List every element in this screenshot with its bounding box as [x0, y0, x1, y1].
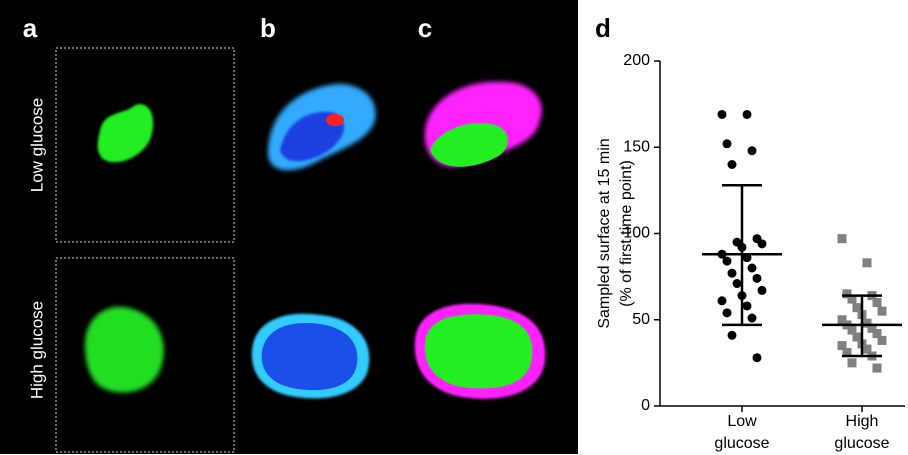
cell — [85, 306, 164, 393]
y-tick-label: 150 — [623, 138, 650, 155]
data-point — [727, 160, 737, 169]
panel-label: c — [418, 13, 432, 43]
y-tick-label: 200 — [623, 52, 650, 69]
data-point — [847, 358, 857, 368]
data-point — [837, 315, 847, 325]
data-point — [722, 139, 732, 149]
data-point — [862, 344, 872, 354]
data-point — [852, 332, 862, 342]
y-tick-label: 100 — [623, 225, 650, 242]
data-point — [727, 330, 737, 340]
y-tick-label: 50 — [632, 311, 650, 328]
x-tick-label: Low glucose — [714, 413, 770, 452]
cell — [430, 122, 508, 167]
frame — [55, 257, 235, 453]
data-point — [722, 256, 732, 266]
panel-label: d — [595, 13, 611, 43]
data-point — [742, 301, 752, 311]
data-point — [757, 239, 767, 249]
data-point — [852, 303, 862, 313]
data-point — [862, 258, 872, 268]
row-label: High glucose — [27, 301, 46, 399]
data-point — [877, 335, 887, 345]
data-point — [757, 285, 767, 295]
data-point — [842, 348, 852, 358]
data-point — [877, 306, 887, 316]
data-point — [867, 323, 877, 333]
data-point — [717, 109, 727, 119]
x-tick-label: High glucose — [834, 413, 890, 452]
data-point — [872, 298, 882, 307]
data-point — [872, 363, 882, 373]
y-axis-label: Sampled surface at 15 min — [596, 138, 613, 328]
panel-label: b — [260, 13, 276, 43]
data-point — [752, 273, 762, 283]
data-point — [747, 263, 757, 273]
cell — [97, 104, 154, 163]
data-point — [747, 146, 757, 156]
row-label: Low glucose — [27, 98, 46, 193]
data-point — [842, 289, 852, 299]
data-point — [847, 325, 857, 335]
data-point — [732, 279, 742, 289]
data-point — [847, 294, 857, 304]
cell-hotspot — [326, 114, 344, 126]
data-point — [742, 109, 752, 119]
y-tick-label: 0 — [641, 397, 650, 414]
data-point — [837, 234, 847, 244]
cell — [424, 314, 533, 389]
frame — [55, 47, 235, 243]
data-point — [872, 329, 882, 339]
data-point — [862, 318, 872, 328]
data-point — [747, 313, 757, 323]
panel-label: a — [23, 13, 38, 43]
data-point — [727, 268, 737, 278]
cell — [280, 111, 345, 162]
y-axis-label: (% of first time point) — [618, 160, 635, 307]
data-point — [717, 296, 727, 306]
data-point — [752, 353, 762, 363]
data-point — [837, 341, 847, 351]
cell — [261, 323, 358, 391]
data-point — [722, 308, 732, 318]
